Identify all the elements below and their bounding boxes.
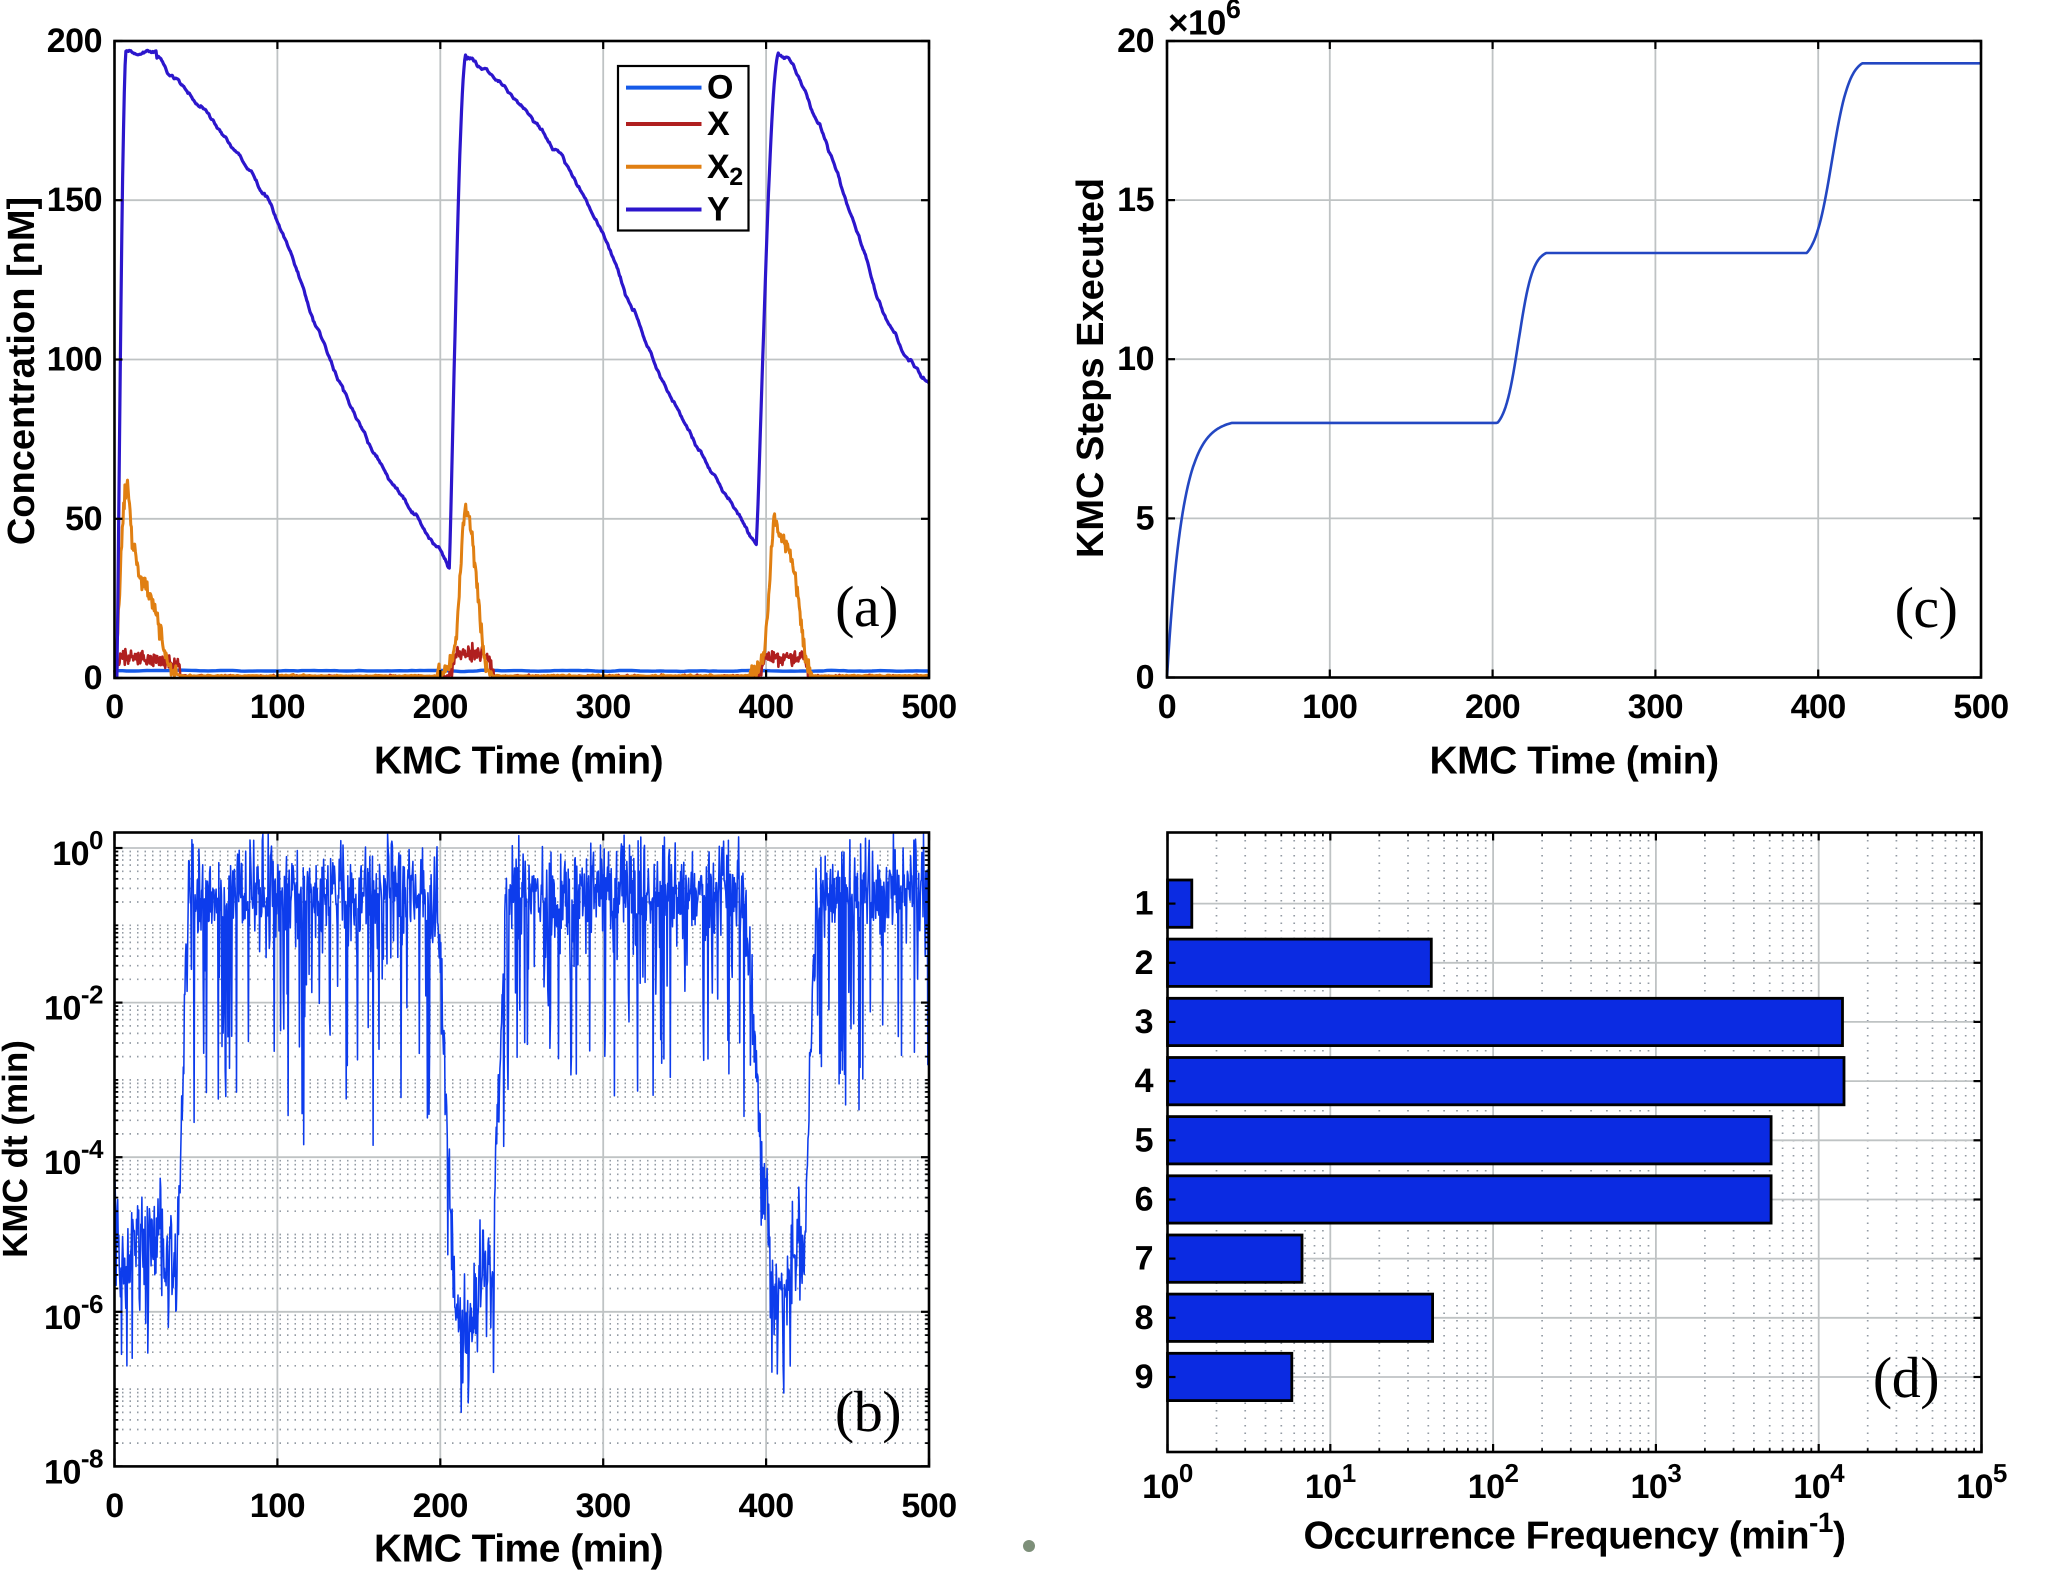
svg-text:400: 400 (1791, 688, 1846, 726)
svg-text:200: 200 (413, 1487, 468, 1525)
svg-text:300: 300 (1628, 688, 1683, 726)
svg-text:KMC Time (min): KMC Time (min) (374, 1528, 663, 1570)
svg-text:KMC Time (min): KMC Time (min) (1429, 740, 1718, 783)
svg-text:Y: Y (707, 191, 730, 229)
svg-text:0: 0 (84, 659, 102, 697)
svg-text:400: 400 (738, 1487, 793, 1525)
svg-text:(d): (d) (1873, 1345, 1939, 1410)
svg-text:1: 1 (1135, 885, 1153, 923)
svg-text:X: X (707, 105, 730, 143)
svg-text:3: 3 (1135, 1003, 1153, 1041)
svg-text:KMC Time (min): KMC Time (min) (374, 740, 663, 783)
svg-text:200: 200 (47, 22, 102, 60)
svg-text:0: 0 (105, 1487, 123, 1525)
svg-text:8: 8 (1135, 1299, 1153, 1337)
svg-text:100: 100 (1302, 688, 1357, 726)
svg-text:15: 15 (1117, 181, 1154, 219)
svg-text:500: 500 (901, 1487, 956, 1525)
svg-text:100: 100 (250, 1487, 305, 1525)
svg-text:Occurrence Frequency (min-1): Occurrence Frequency (min-1) (1304, 1507, 1846, 1558)
svg-text:150: 150 (47, 181, 102, 219)
svg-text:100: 100 (47, 341, 102, 379)
svg-text:50: 50 (65, 500, 102, 538)
svg-text:500: 500 (1953, 688, 2008, 726)
svg-text:KMC Steps Executed: KMC Steps Executed (1070, 178, 1112, 558)
svg-text:6: 6 (1135, 1181, 1153, 1219)
svg-text:(c): (c) (1895, 575, 1958, 640)
svg-text:7: 7 (1135, 1240, 1153, 1278)
svg-text:9: 9 (1135, 1358, 1153, 1396)
svg-text:500: 500 (901, 688, 956, 726)
svg-text:Concentration [nM]: Concentration [nM] (1, 197, 43, 545)
svg-text:KMC dt (min): KMC dt (min) (0, 1040, 35, 1258)
svg-text:5: 5 (1136, 499, 1154, 537)
svg-text:0: 0 (105, 688, 123, 726)
svg-text:0: 0 (1136, 659, 1154, 697)
svg-text:5: 5 (1135, 1121, 1153, 1159)
svg-text:400: 400 (738, 688, 793, 726)
svg-text:300: 300 (576, 1487, 631, 1525)
svg-text:2: 2 (1135, 944, 1153, 982)
svg-text:20: 20 (1117, 22, 1154, 60)
svg-text:(b): (b) (835, 1379, 901, 1444)
svg-text:10: 10 (1117, 340, 1154, 378)
svg-text:200: 200 (1465, 688, 1520, 726)
svg-text:200: 200 (413, 688, 468, 726)
svg-text:4: 4 (1135, 1062, 1154, 1100)
svg-text:0: 0 (1158, 688, 1176, 726)
svg-text:(a): (a) (835, 574, 898, 639)
svg-text:300: 300 (576, 688, 631, 726)
svg-text:100: 100 (250, 688, 305, 726)
svg-text:O: O (707, 69, 733, 107)
